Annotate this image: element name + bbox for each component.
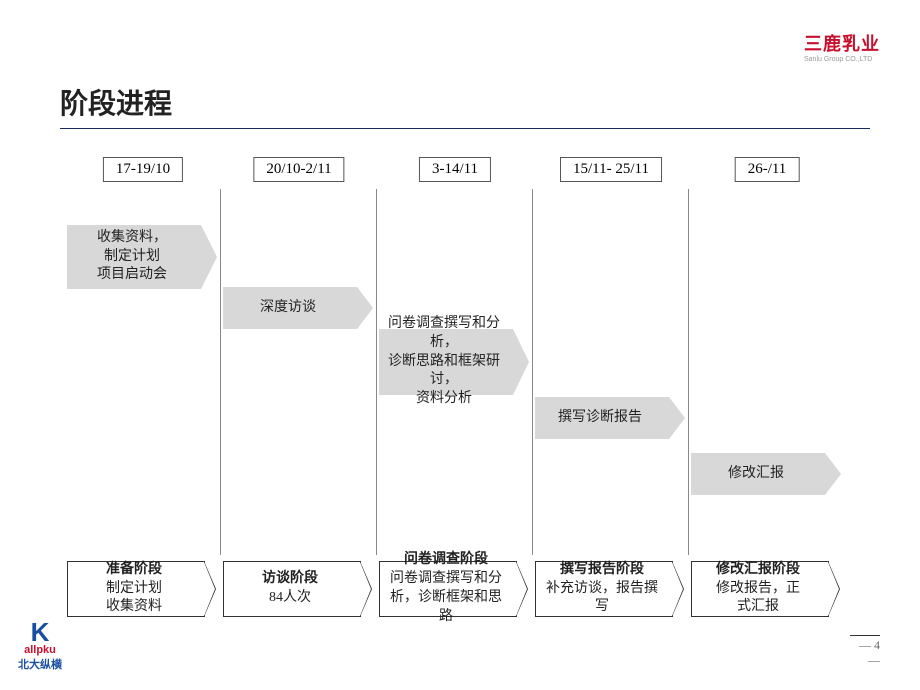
activity-arrow	[357, 287, 373, 329]
date-label: 15/11- 25/11	[560, 157, 662, 182]
date-label: 17-19/10	[103, 157, 183, 182]
activity-box: 撰写诊断报告	[535, 397, 669, 439]
page-title: 阶段进程	[60, 82, 870, 129]
timeline-chart: 17-19/10 收集资料， 制定计划 项目启动会准备阶段制定计划 收集资料 20/…	[55, 157, 855, 617]
activity-box: 修改汇报	[691, 453, 825, 495]
logo-tr-sub: Sanlu Group CO.,LTD	[804, 56, 880, 63]
logo-bl-mark: K	[18, 621, 62, 644]
phase-box: 准备阶段制定计划 收集资料	[67, 561, 205, 617]
timeline-column: 15/11- 25/11 撰写诊断报告撰写报告阶段补充访谈，报告撰写	[533, 157, 689, 617]
logo-top-right: 三鹿乳业 Sanlu Group CO.,LTD	[804, 30, 880, 63]
phase-subtitle: 问卷调查撰写和分 析，诊断框架和思路	[384, 570, 508, 627]
date-label: 3-14/11	[419, 157, 491, 182]
timeline-column: 3-14/11 问卷调查撰写和分析， 诊断思路和框架研讨， 资料分析问卷调查阶段问…	[377, 157, 533, 617]
phase-box: 访谈阶段84人次	[223, 561, 361, 617]
logo-bottom-left: K allpku 北大纵横	[18, 621, 62, 672]
phase-subtitle: 制定计划 收集资料	[72, 580, 196, 618]
activity-box: 问卷调查撰写和分析， 诊断思路和框架研讨， 资料分析	[379, 329, 513, 395]
activity-box: 深度访谈	[223, 287, 357, 329]
phase-title: 问卷调查阶段	[384, 551, 508, 570]
phase-title: 修改汇报阶段	[696, 561, 820, 580]
logo-bl-line2: 北大纵横	[18, 656, 62, 672]
phase-subtitle: 84人次	[228, 589, 352, 608]
phase-box: 问卷调查阶段问卷调查撰写和分 析，诊断框架和思路	[379, 561, 517, 617]
page-number: — 4 —	[850, 635, 880, 668]
activity-arrow	[513, 329, 529, 395]
date-label: 20/10-2/11	[253, 157, 344, 182]
date-label: 26-/11	[735, 157, 800, 182]
phase-title: 撰写报告阶段	[540, 561, 664, 580]
phase-box: 修改汇报阶段修改报告，正 式汇报	[691, 561, 829, 617]
activity-arrow	[825, 453, 841, 495]
phase-title: 准备阶段	[72, 561, 196, 580]
phase-title: 访谈阶段	[228, 570, 352, 589]
logo-tr-text: 三鹿乳业	[804, 34, 880, 54]
activity-arrow	[669, 397, 685, 439]
timeline-column: 17-19/10 收集资料， 制定计划 项目启动会准备阶段制定计划 收集资料	[65, 157, 221, 617]
logo-bl-line1: allpku	[18, 644, 62, 656]
activity-box: 收集资料， 制定计划 项目启动会	[67, 225, 201, 289]
phase-subtitle: 修改报告，正 式汇报	[696, 580, 820, 618]
slide: 三鹿乳业 Sanlu Group CO.,LTD 阶段进程 17-19/10 收集…	[0, 0, 920, 690]
phase-box: 撰写报告阶段补充访谈，报告撰写	[535, 561, 673, 617]
phase-subtitle: 补充访谈，报告撰写	[540, 580, 664, 618]
activity-arrow	[201, 225, 217, 289]
timeline-column: 26-/11 修改汇报修改汇报阶段修改报告，正 式汇报	[689, 157, 845, 617]
timeline-column: 20/10-2/11 深度访谈访谈阶段84人次	[221, 157, 377, 617]
